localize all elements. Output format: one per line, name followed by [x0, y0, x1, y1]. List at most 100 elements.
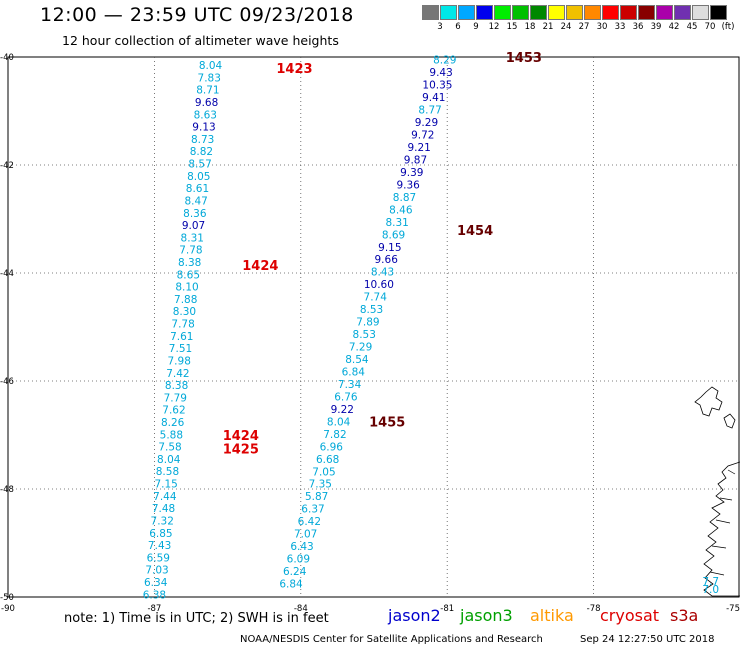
wave-height-value: 7.43 [148, 540, 171, 552]
x-tick-label: -90 [1, 604, 15, 614]
y-tick-label: -42 [0, 161, 14, 171]
satellite-cryosat: cryosat [600, 606, 660, 625]
wave-height-value: 7.42 [166, 368, 189, 380]
wave-height-value: 7.98 [168, 355, 191, 367]
satellite-jason3: jason3 [460, 606, 513, 625]
wave-height-value: 7.03 [145, 565, 168, 577]
wave-height-value: 7.78 [179, 245, 202, 257]
track-west: 8.047.838.719.688.639.138.738.828.578.05… [143, 60, 223, 601]
legend-label: 70 [704, 22, 716, 32]
wave-height-value: 7.51 [169, 343, 192, 355]
wave-height-value: 8.58 [156, 466, 179, 478]
coastline-mainland [703, 461, 740, 597]
wave-height-value: 6.85 [149, 528, 172, 540]
wave-height-value: 6.96 [320, 441, 344, 453]
wave-height-value: 7.0 [702, 584, 719, 596]
wave-height-value: 7.83 [198, 72, 221, 84]
wave-height-value: 6.84 [279, 579, 303, 591]
wave-height-value: 5.88 [160, 429, 183, 441]
wave-height-value: 8.38 [178, 257, 201, 269]
wave-height-value: 8.73 [191, 134, 214, 146]
legend-swatch-5 [512, 5, 529, 20]
wave-height-value: 7.74 [364, 292, 388, 304]
wave-height-value: 9.22 [331, 404, 354, 416]
x-tick-label: -87 [147, 604, 161, 614]
legend-label: 6 [455, 22, 461, 32]
legend-swatch-0 [422, 5, 439, 20]
wave-height-value: 9.41 [422, 92, 445, 104]
wave-height-value: 6.76 [334, 391, 358, 403]
legend-swatch-3 [476, 5, 493, 20]
wave-height-value: 9.15 [378, 242, 401, 254]
legend-swatch-12 [638, 5, 655, 20]
map-title: 12:00 — 23:59 UTC 09/23/2018 [40, 4, 354, 26]
wave-height-value: 8.30 [173, 306, 196, 318]
map-grid [7, 56, 740, 598]
wave-height-value: 6.59 [147, 552, 170, 564]
color-legend-labels: 3 6 9 12 15 18 21 24 27 30 33 36 39 42 45 70 (ft) [422, 22, 740, 34]
pass-time-label: 1425 [223, 443, 259, 458]
wave-height-value: 8.10 [175, 282, 198, 294]
wave-height-value: 9.43 [429, 67, 452, 79]
wave-height-value: 6.43 [290, 541, 313, 553]
legend-label: 39 [650, 22, 662, 32]
wave-height-value: 7.15 [154, 479, 177, 491]
pass-time-label: 1454 [457, 224, 493, 239]
legend-swatch-10 [602, 5, 619, 20]
wave-height-value: 9.21 [407, 142, 430, 154]
wave-height-value: 7.48 [152, 503, 175, 515]
legend-label: 45 [686, 22, 698, 32]
wave-height-value: 7.61 [170, 331, 193, 343]
wave-height-value: 9.07 [182, 220, 205, 232]
wave-height-value: 7.78 [171, 319, 194, 331]
wave-height-value: 6.42 [298, 516, 321, 528]
coastline-fjords [709, 469, 736, 576]
track-edge: 7.77.0 [702, 576, 719, 596]
wave-height-value: 6.84 [342, 366, 366, 378]
legend-label: 15 [506, 22, 518, 32]
wave-height-value: 9.39 [400, 167, 423, 179]
legend-swatch-13 [656, 5, 673, 20]
y-tick-label: -46 [0, 377, 14, 387]
track-east: 8.299.4310.359.418.779.299.729.219.879.3… [279, 55, 456, 591]
legend-label: 18 [524, 22, 536, 32]
wave-height-value: 8.46 [389, 204, 413, 216]
wave-height-value: 7.29 [349, 342, 372, 354]
wave-height-value: 8.77 [418, 105, 441, 117]
wave-height-value: 8.54 [345, 354, 369, 366]
wave-height-value: 7.05 [312, 466, 335, 478]
wave-height-value: 7.32 [151, 515, 174, 527]
satellite-altika: altika [530, 606, 574, 625]
altimeter-tracks: 8.047.838.719.688.639.138.738.828.578.05… [143, 55, 719, 602]
wave-height-value: 9.66 [375, 254, 399, 266]
coastline-island-upper [694, 386, 723, 417]
wave-height-value: 8.61 [186, 183, 209, 195]
legend-swatch-7 [548, 5, 565, 20]
wave-height-value: 9.72 [411, 130, 434, 142]
x-tick-label: -81 [440, 604, 454, 614]
wave-height-value: 8.87 [393, 192, 416, 204]
coastline-island-mid [723, 413, 736, 429]
credit-line: NOAA/NESDIS Center for Satellite Applica… [240, 634, 543, 645]
pass-time-label: 1424 [223, 429, 259, 444]
color-legend [422, 5, 728, 20]
footnote: note: 1) Time is in UTC; 2) SWH is in fe… [64, 611, 329, 626]
wave-height-value: 7.79 [164, 392, 187, 404]
wave-height-value: 6.68 [316, 454, 339, 466]
legend-label: 12 [488, 22, 500, 32]
wave-height-value: 7.82 [323, 429, 346, 441]
wave-height-value: 8.31 [181, 232, 204, 244]
legend-label: 33 [614, 22, 626, 32]
wave-height-value: 8.38 [165, 380, 188, 392]
wave-height-value: 8.71 [196, 85, 219, 97]
wave-height-value: 6.09 [287, 554, 310, 566]
legend-label: 9 [473, 22, 479, 32]
wave-height-value: 7.7 [702, 576, 719, 588]
x-tick-label: -84 [294, 604, 308, 614]
legend-swatch-6 [530, 5, 547, 20]
wave-height-value: 8.04 [327, 416, 351, 428]
wave-height-value: 6.37 [301, 504, 324, 516]
wave-height-value: 8.63 [194, 109, 217, 121]
wave-height-value: 8.04 [157, 454, 181, 466]
